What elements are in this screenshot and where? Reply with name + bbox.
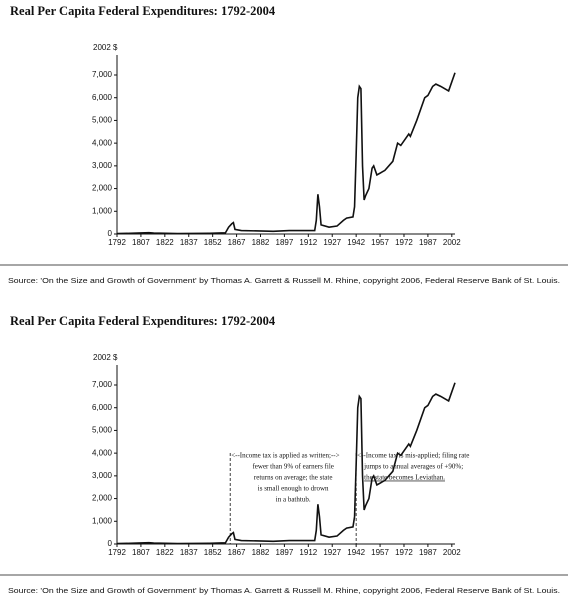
y-tick-label: 0	[108, 539, 113, 548]
annotation-text: <--Income tax is applied as written;-->	[231, 452, 339, 460]
x-tick-label: 1972	[395, 548, 413, 557]
x-tick-label: 1897	[276, 238, 294, 247]
chart-title: Real Per Capita Federal Expenditures: 17…	[10, 314, 276, 328]
y-tick-label: 2,000	[92, 494, 113, 503]
y-tick-label: 4,000	[92, 448, 113, 457]
y-tick-label: 7,000	[92, 70, 113, 79]
annotation-text: <--Income tax is mis-applied; filing rat…	[357, 452, 469, 460]
annotation-text: fewer than 9% of earners file	[252, 463, 333, 471]
x-tick-label: 1792	[108, 238, 126, 247]
x-tick-label: 1867	[228, 238, 246, 247]
y-tick-label: 6,000	[92, 403, 113, 412]
x-tick-label: 1852	[204, 238, 222, 247]
y-tick-label: 1,000	[92, 206, 113, 215]
x-tick-label: 1837	[180, 238, 198, 247]
x-tick-label: 1972	[395, 238, 413, 247]
chart-title: Real Per Capita Federal Expenditures: 17…	[10, 4, 276, 18]
y-tick-label: 2,000	[92, 184, 113, 193]
y-tick-label: 3,000	[92, 471, 113, 480]
x-tick-label: 1987	[419, 548, 437, 557]
source: Source: 'On the Size and Growth of Gover…	[8, 276, 560, 285]
x-tick-label: 1867	[228, 548, 246, 557]
x-tick-label: 1792	[108, 548, 126, 557]
y-unit-label: 2002 $	[93, 43, 118, 52]
x-tick-label: 2002	[443, 238, 461, 247]
y-tick-label: 4,000	[92, 138, 113, 147]
x-tick-label: 1987	[419, 238, 437, 247]
x-tick-label: 1837	[180, 548, 198, 557]
x-tick-label: 1807	[132, 238, 150, 247]
x-tick-label: 1912	[299, 238, 317, 247]
x-tick-label: 1957	[371, 548, 389, 557]
y-tick-label: 1,000	[92, 516, 113, 525]
x-tick-label: 1822	[156, 548, 174, 557]
x-tick-label: 1822	[156, 238, 174, 247]
x-tick-label: 1957	[371, 238, 389, 247]
x-tick-label: 1882	[252, 238, 270, 247]
x-tick-label: 1912	[299, 548, 317, 557]
y-tick-label: 5,000	[92, 116, 113, 125]
y-unit-label: 2002 $	[93, 353, 118, 362]
y-tick-label: 7,000	[92, 380, 113, 389]
y-tick-label: 0	[108, 229, 113, 238]
x-tick-label: 2002	[443, 548, 461, 557]
x-tick-label: 1882	[252, 548, 270, 557]
x-tick-label: 1852	[204, 548, 222, 557]
x-tick-label: 1807	[132, 548, 150, 557]
x-tick-label: 1927	[323, 548, 341, 557]
source: Source: 'On the Size and Growth of Gover…	[8, 586, 560, 595]
y-tick-label: 3,000	[92, 161, 113, 170]
data-line	[116, 72, 456, 235]
x-tick-label: 1942	[347, 548, 365, 557]
x-tick-label: 1942	[347, 238, 365, 247]
annotation-text: the state becomes Leviathan.	[364, 474, 445, 482]
annotation-text: returns on average; the state	[254, 474, 333, 482]
annotation-text: in a bathtub.	[276, 496, 311, 504]
annotation-text: jumps to annual averages of +90%;	[363, 463, 463, 471]
y-tick-label: 6,000	[92, 93, 113, 102]
x-tick-label: 1897	[276, 548, 294, 557]
annotation-text: is small enough to drown	[258, 485, 329, 493]
x-tick-label: 1927	[323, 238, 341, 247]
y-tick-label: 5,000	[92, 426, 113, 435]
